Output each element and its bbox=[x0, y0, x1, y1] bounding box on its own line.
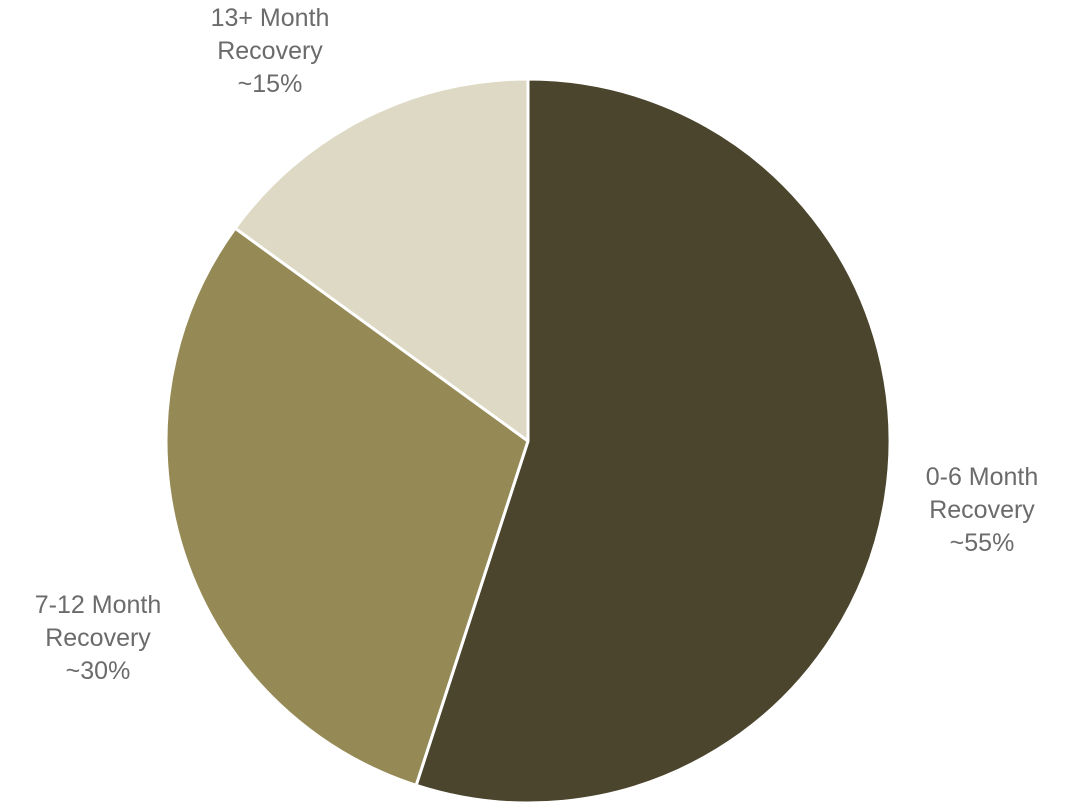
pie-slice-7-12-month-label-line-2: Recovery bbox=[45, 624, 151, 652]
pie-slice-13-month-label: 13+ Month Recovery ~15% bbox=[211, 4, 330, 98]
pie-slice-13-month-label-line-2: Recovery bbox=[217, 37, 323, 65]
pie-slice-0-6-month-label: 0-6 Month Recovery ~55% bbox=[926, 463, 1039, 557]
pie-slice-7-12-month-label-line-1: 7-12 Month bbox=[35, 591, 161, 619]
pie-slice-13-month-label-line-3: ~15% bbox=[238, 70, 303, 98]
pie-slice-7-12-month-label-line-3: ~30% bbox=[66, 657, 131, 685]
pie-slice-7-12-month-label: 7-12 Month Recovery ~30% bbox=[35, 591, 161, 685]
pie-slice-0-6-month-label-line-1: 0-6 Month bbox=[926, 463, 1039, 491]
pie-slice-0-6-month-label-line-2: Recovery bbox=[929, 496, 1035, 524]
pie-slice-0-6-month bbox=[414, 77, 892, 803]
pie-slice-7-12-month bbox=[164, 226, 530, 787]
pie-slice-0-6-month-label-line-3: ~55% bbox=[950, 529, 1015, 557]
pie-slice-13-month-label-line-1: 13+ Month bbox=[211, 4, 330, 32]
pie-labels: 0-6 Month Recovery ~55% 7-12 Month Recovery ~… bbox=[35, 4, 1039, 685]
pie-slices bbox=[164, 77, 892, 803]
pie-slice-13-month bbox=[233, 77, 530, 443]
